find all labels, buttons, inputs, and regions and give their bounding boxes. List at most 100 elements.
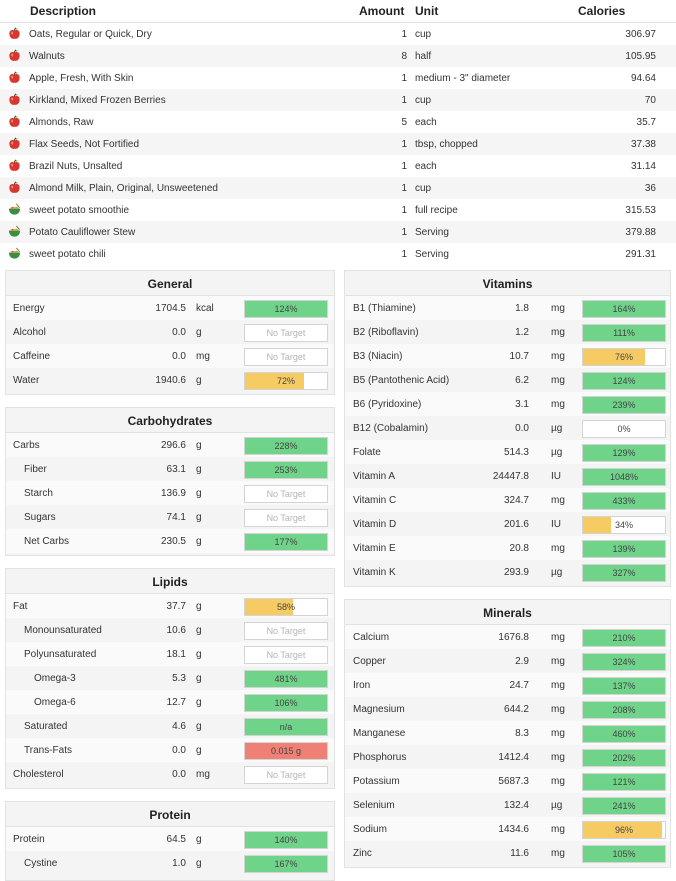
- target-progress-bar[interactable]: 124%: [244, 300, 328, 318]
- header-calories[interactable]: Calories: [578, 4, 626, 18]
- nutrient-row[interactable]: Vitamin A 24447.8 IU 1048%: [345, 464, 670, 488]
- food-description[interactable]: Almonds, Raw: [29, 117, 94, 128]
- nutrient-row[interactable]: B1 (Thiamine) 1.8 mg 164%: [345, 296, 670, 320]
- target-progress-bar[interactable]: No Target: [244, 509, 328, 527]
- target-progress-bar[interactable]: No Target: [244, 622, 328, 640]
- diary-row[interactable]: Oats, Regular or Quick, Dry 1 cup 306.97: [0, 23, 676, 45]
- nutrient-row[interactable]: Zinc 11.6 mg 105%: [345, 841, 670, 865]
- food-description[interactable]: sweet potato chili: [29, 249, 106, 260]
- nutrient-row[interactable]: B12 (Cobalamin) 0.0 µg 0%: [345, 416, 670, 440]
- nutrient-row[interactable]: B5 (Pantothenic Acid) 6.2 mg 124%: [345, 368, 670, 392]
- header-amount[interactable]: Amount: [359, 4, 405, 18]
- header-description[interactable]: Description: [30, 4, 97, 18]
- nutrient-row[interactable]: Energy 1704.5 kcal 124%: [6, 296, 334, 320]
- nutrient-row[interactable]: Water 1940.6 g 72%: [6, 368, 334, 392]
- target-progress-bar[interactable]: 124%: [582, 372, 666, 390]
- diary-row[interactable]: Almond Milk, Plain, Original, Unsweetene…: [0, 177, 676, 199]
- nutrient-row[interactable]: Omega-3 5.3 g 481%: [6, 666, 334, 690]
- nutrient-row[interactable]: B6 (Pyridoxine) 3.1 mg 239%: [345, 392, 670, 416]
- target-progress-bar[interactable]: No Target: [244, 348, 328, 366]
- food-description[interactable]: Flax Seeds, Not Fortified: [29, 139, 140, 150]
- target-progress-bar[interactable]: 327%: [582, 564, 666, 582]
- nutrient-row[interactable]: Omega-6 12.7 g 106%: [6, 690, 334, 714]
- target-progress-bar[interactable]: 129%: [582, 444, 666, 462]
- target-progress-bar[interactable]: 253%: [244, 461, 328, 479]
- target-progress-bar[interactable]: n/a: [244, 718, 328, 736]
- target-progress-bar[interactable]: 460%: [582, 725, 666, 743]
- nutrient-row[interactable]: Fat 37.7 g 58%: [6, 594, 334, 618]
- nutrient-row[interactable]: Calcium 1676.8 mg 210%: [345, 625, 670, 649]
- nutrient-row[interactable]: Folate 514.3 µg 129%: [345, 440, 670, 464]
- target-progress-bar[interactable]: 228%: [244, 437, 328, 455]
- target-progress-bar[interactable]: 1048%: [582, 468, 666, 486]
- target-progress-bar[interactable]: No Target: [244, 485, 328, 503]
- nutrient-row[interactable]: Starch 136.9 g No Target: [6, 481, 334, 505]
- target-progress-bar[interactable]: 34%: [582, 516, 666, 534]
- target-progress-bar[interactable]: 239%: [582, 396, 666, 414]
- nutrient-row[interactable]: Fiber 63.1 g 253%: [6, 457, 334, 481]
- target-progress-bar[interactable]: 0%: [582, 420, 666, 438]
- nutrient-row[interactable]: Sugars 74.1 g No Target: [6, 505, 334, 529]
- target-progress-bar[interactable]: 58%: [244, 598, 328, 616]
- target-progress-bar[interactable]: 106%: [244, 694, 328, 712]
- nutrient-row[interactable]: Net Carbs 230.5 g 177%: [6, 529, 334, 553]
- nutrient-row[interactable]: Saturated 4.6 g n/a: [6, 714, 334, 738]
- diary-row[interactable]: Kirkland, Mixed Frozen Berries 1 cup 70: [0, 89, 676, 111]
- nutrient-row[interactable]: Iron 24.7 mg 137%: [345, 673, 670, 697]
- food-description[interactable]: sweet potato smoothie: [29, 205, 130, 216]
- header-unit[interactable]: Unit: [415, 4, 439, 18]
- nutrient-row[interactable]: Magnesium 644.2 mg 208%: [345, 697, 670, 721]
- nutrient-row[interactable]: B3 (Niacin) 10.7 mg 76%: [345, 344, 670, 368]
- diary-row[interactable]: sweet potato smoothie 1 full recipe 315.53: [0, 199, 676, 221]
- target-progress-bar[interactable]: 202%: [582, 749, 666, 767]
- nutrient-row[interactable]: Vitamin C 324.7 mg 433%: [345, 488, 670, 512]
- target-progress-bar[interactable]: 210%: [582, 629, 666, 647]
- diary-row[interactable]: sweet potato chili 1 Serving 291.31: [0, 243, 676, 265]
- diary-row[interactable]: Walnuts 8 half 105.95: [0, 45, 676, 67]
- target-progress-bar[interactable]: 121%: [582, 773, 666, 791]
- nutrient-row[interactable]: Protein 64.5 g 140%: [6, 827, 334, 851]
- nutrient-row[interactable]: Vitamin E 20.8 mg 139%: [345, 536, 670, 560]
- target-progress-bar[interactable]: 0.015 g: [244, 742, 328, 760]
- nutrient-row[interactable]: Carbs 296.6 g 228%: [6, 433, 334, 457]
- nutrient-row[interactable]: Phosphorus 1412.4 mg 202%: [345, 745, 670, 769]
- target-progress-bar[interactable]: 76%: [582, 348, 666, 366]
- food-description[interactable]: Apple, Fresh, With Skin: [29, 73, 134, 84]
- nutrient-row[interactable]: Selenium 132.4 µg 241%: [345, 793, 670, 817]
- target-progress-bar[interactable]: 105%: [582, 845, 666, 863]
- nutrient-row[interactable]: Vitamin K 293.9 µg 327%: [345, 560, 670, 584]
- diary-row[interactable]: Brazil Nuts, Unsalted 1 each 31.14: [0, 155, 676, 177]
- nutrient-row[interactable]: B2 (Riboflavin) 1.2 mg 111%: [345, 320, 670, 344]
- nutrient-row[interactable]: Cystine 1.0 g 167%: [6, 851, 334, 875]
- nutrient-row[interactable]: Potassium 5687.3 mg 121%: [345, 769, 670, 793]
- diary-row[interactable]: Potato Cauliflower Stew 1 Serving 379.88: [0, 221, 676, 243]
- target-progress-bar[interactable]: 139%: [582, 540, 666, 558]
- nutrient-row[interactable]: Copper 2.9 mg 324%: [345, 649, 670, 673]
- food-description[interactable]: Potato Cauliflower Stew: [29, 227, 136, 238]
- nutrient-row[interactable]: Trans-Fats 0.0 g 0.015 g: [6, 738, 334, 762]
- diary-row[interactable]: Almonds, Raw 5 each 35.7: [0, 111, 676, 133]
- nutrient-row[interactable]: Manganese 8.3 mg 460%: [345, 721, 670, 745]
- target-progress-bar[interactable]: 208%: [582, 701, 666, 719]
- target-progress-bar[interactable]: 433%: [582, 492, 666, 510]
- food-description[interactable]: Almond Milk, Plain, Original, Unsweetene…: [29, 183, 218, 194]
- target-progress-bar[interactable]: No Target: [244, 646, 328, 664]
- target-progress-bar[interactable]: 164%: [582, 300, 666, 318]
- food-description[interactable]: Oats, Regular or Quick, Dry: [29, 29, 152, 40]
- target-progress-bar[interactable]: 324%: [582, 653, 666, 671]
- target-progress-bar[interactable]: 96%: [582, 821, 666, 839]
- food-description[interactable]: Brazil Nuts, Unsalted: [29, 161, 123, 172]
- target-progress-bar[interactable]: 140%: [244, 831, 328, 849]
- nutrient-row[interactable]: Monounsaturated 10.6 g No Target: [6, 618, 334, 642]
- target-progress-bar[interactable]: 481%: [244, 670, 328, 688]
- food-description[interactable]: Walnuts: [29, 51, 65, 62]
- target-progress-bar[interactable]: 167%: [244, 855, 328, 873]
- nutrient-row[interactable]: Vitamin D 201.6 IU 34%: [345, 512, 670, 536]
- target-progress-bar[interactable]: 111%: [582, 324, 666, 342]
- target-progress-bar[interactable]: 177%: [244, 533, 328, 551]
- nutrient-row[interactable]: Sodium 1434.6 mg 96%: [345, 817, 670, 841]
- diary-row[interactable]: Flax Seeds, Not Fortified 1 tbsp, chopped 3…: [0, 133, 676, 155]
- target-progress-bar[interactable]: 241%: [582, 797, 666, 815]
- nutrient-row[interactable]: Alcohol 0.0 g No Target: [6, 320, 334, 344]
- target-progress-bar[interactable]: 72%: [244, 372, 328, 390]
